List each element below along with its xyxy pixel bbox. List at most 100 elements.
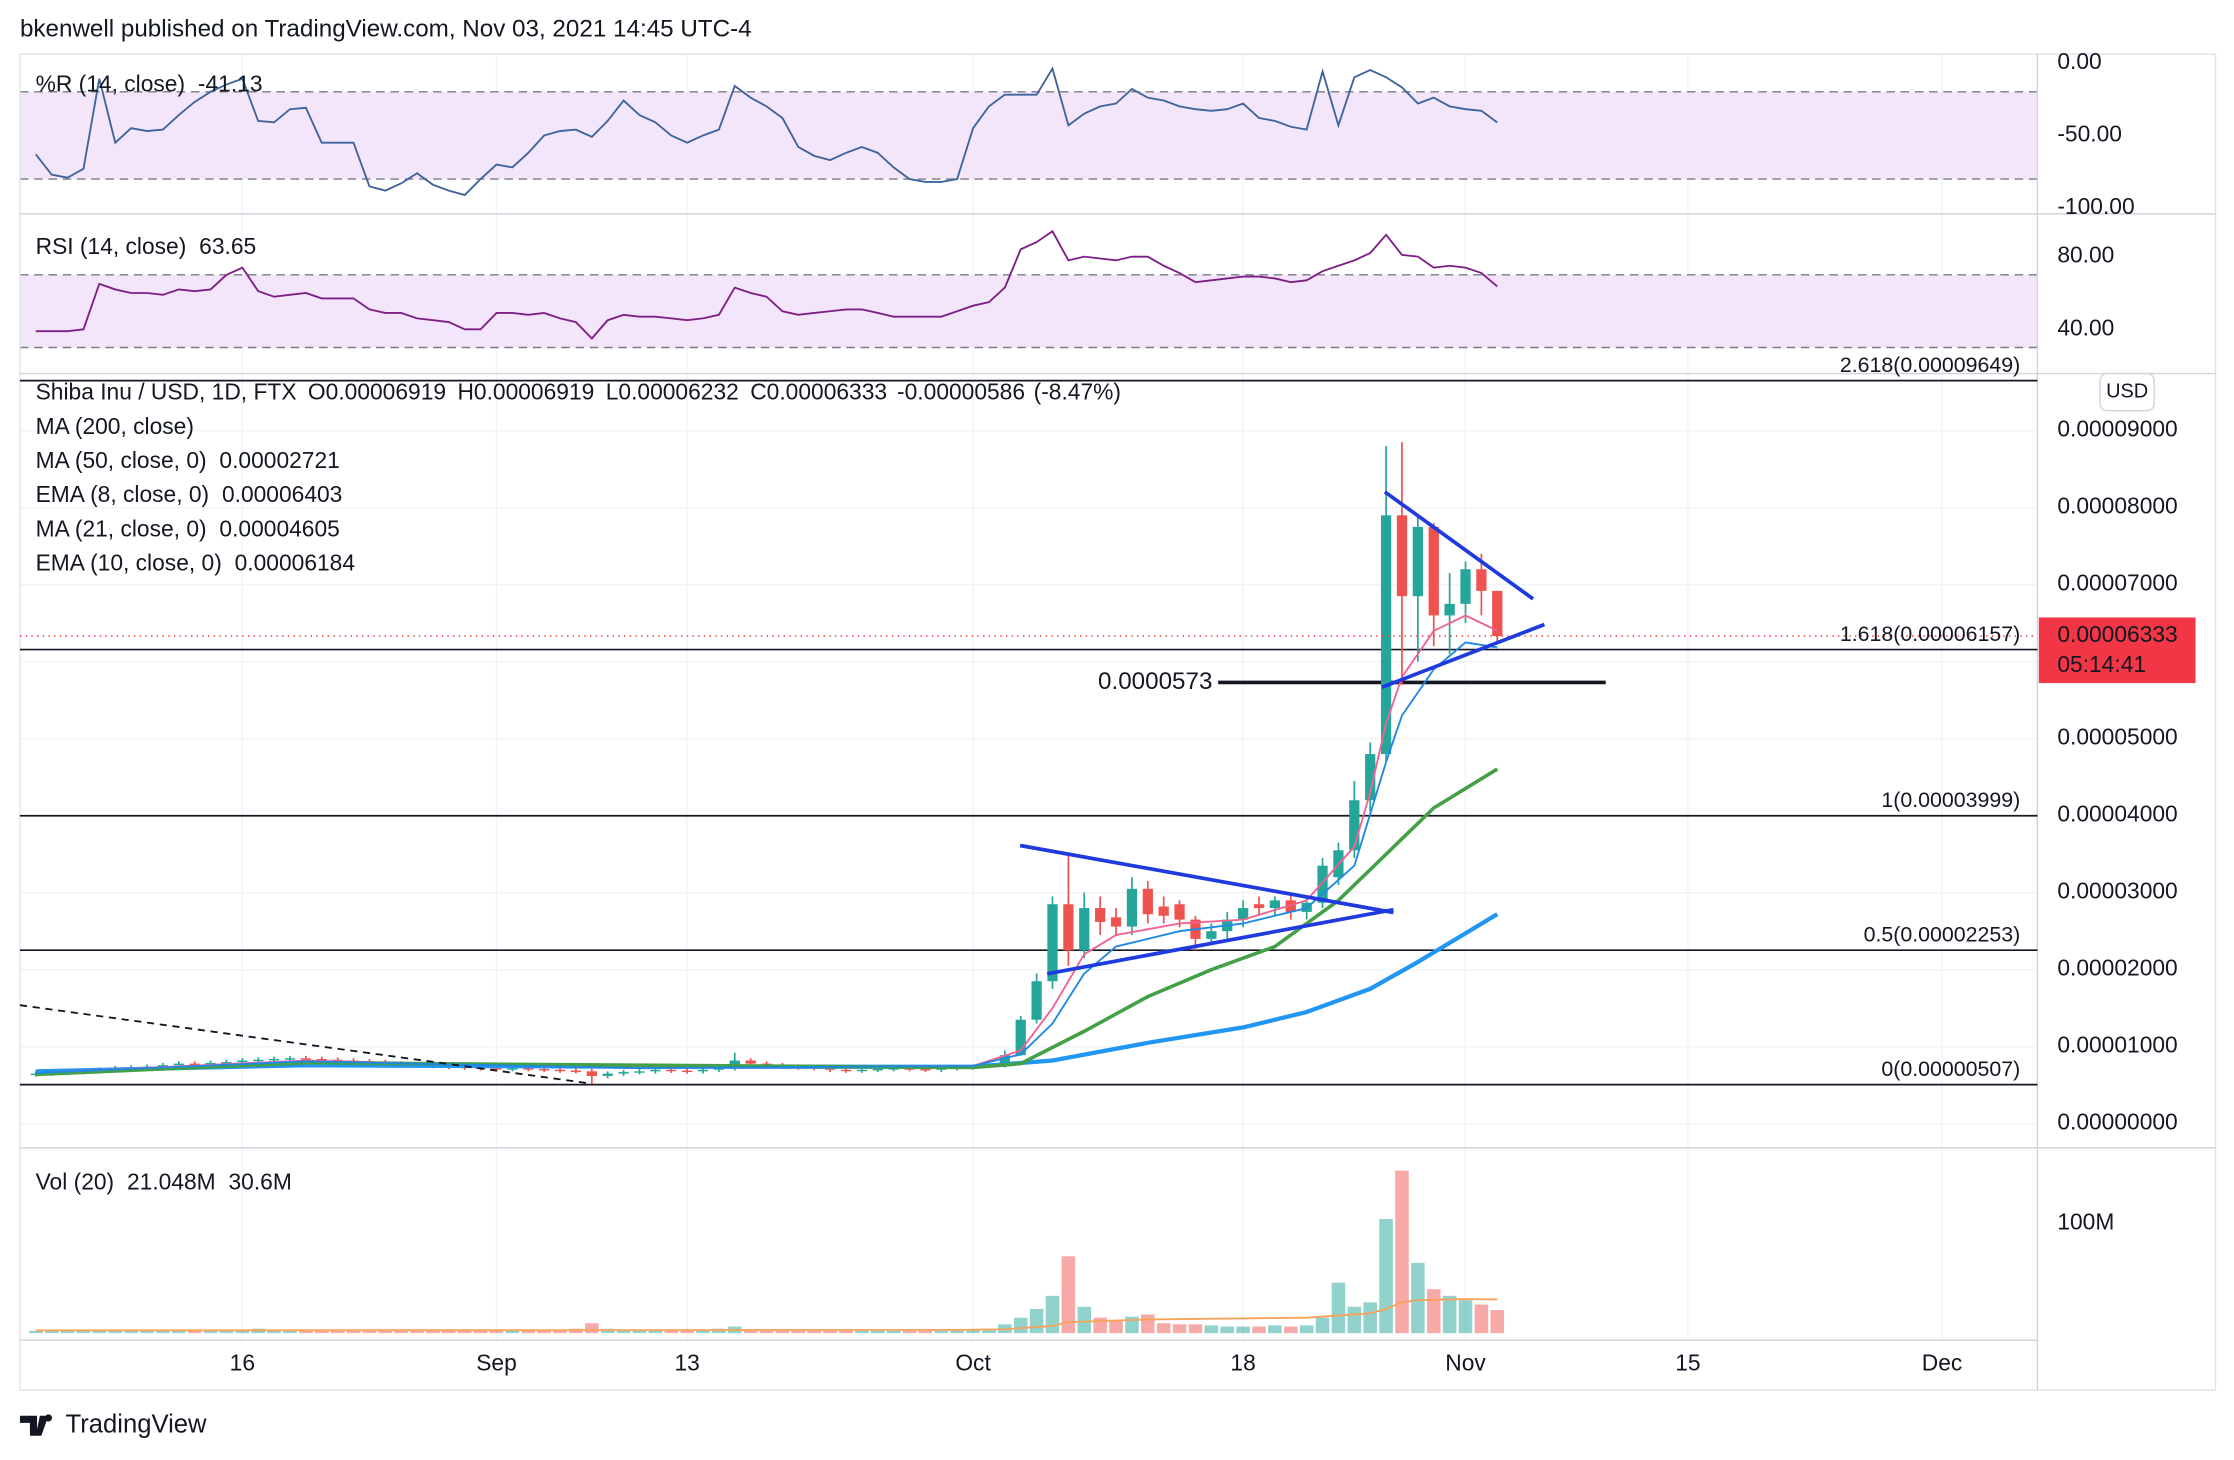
- candle-body: [1253, 904, 1265, 909]
- candle-body: [539, 1069, 550, 1071]
- volume-ma-line: [35, 1298, 1498, 1332]
- volume-bar: [1252, 1326, 1266, 1334]
- volume-bar: [1268, 1325, 1282, 1334]
- fib-level-label: 1.618(0.00006157): [1840, 622, 2020, 646]
- currency-button[interactable]: [2099, 372, 2155, 412]
- candle-body: [189, 1063, 200, 1066]
- volume-bar: [330, 1330, 345, 1334]
- volume-bar: [759, 1329, 774, 1334]
- candle-body: [1412, 526, 1423, 597]
- x-tick-label: 13: [674, 1349, 699, 1375]
- fib-level-label: 0.5(0.00002253): [1864, 923, 2021, 947]
- countdown-label: 05:14:41: [2057, 651, 2146, 677]
- volume-bar: [1172, 1324, 1187, 1334]
- volume-bar: [1220, 1326, 1235, 1334]
- candle-body: [1015, 1019, 1026, 1056]
- volume-bar: [124, 1330, 138, 1334]
- ma-legend-value: 0.00004605: [219, 515, 339, 541]
- volume-bar: [187, 1330, 202, 1334]
- ma-legend-value: 0.00006403: [222, 481, 342, 507]
- candle-body: [650, 1069, 661, 1072]
- y-tick-label: 0.00008000: [2057, 493, 2177, 519]
- currency-label: USD: [2106, 380, 2148, 402]
- candle-body: [554, 1069, 566, 1072]
- volume-bar: [283, 1329, 297, 1334]
- candle-body: [1460, 569, 1471, 604]
- indicator-name: RSI (14, close): [36, 233, 187, 259]
- volume-bar: [648, 1330, 663, 1334]
- candle-body: [221, 1062, 232, 1064]
- y-tick-label: 0.00002000: [2057, 955, 2177, 981]
- ma-legend-name: MA (21, close, 0): [36, 515, 207, 541]
- volume-bar: [918, 1330, 933, 1334]
- indicator-value: -41.13: [198, 71, 263, 97]
- indicator-value: 63.65: [199, 233, 256, 259]
- x-tick-label: 18: [1230, 1349, 1255, 1375]
- band-layer: [19, 91, 2038, 349]
- y-tick-label: 0.00007000: [2057, 570, 2177, 596]
- candle-body: [284, 1058, 296, 1060]
- last-price-label: 0.00006333: [2057, 621, 2177, 647]
- candle-body: [173, 1063, 184, 1066]
- frame: [19, 53, 2217, 1391]
- logo-text: TradingView: [66, 1411, 208, 1439]
- candle-body: [237, 1060, 248, 1063]
- drawings: [19, 490, 1546, 1085]
- volume-bar: [553, 1329, 567, 1334]
- candle-body: [1269, 900, 1281, 909]
- volume-bar: [521, 1330, 536, 1334]
- candle-body: [205, 1062, 216, 1065]
- volume-bar: [775, 1330, 790, 1334]
- candle-body: [1380, 515, 1392, 755]
- fib-level-label: 2.618(0.00009649): [1840, 353, 2020, 377]
- volume-bar: [696, 1329, 710, 1334]
- volume-bar: [60, 1330, 75, 1334]
- trend-line: [1383, 490, 1535, 601]
- volume-bar: [1426, 1289, 1441, 1334]
- candle-body: [1158, 906, 1169, 916]
- candle-body: [1206, 931, 1217, 939]
- volume-bar: [394, 1330, 408, 1334]
- indicator-line: [35, 66, 1498, 197]
- candle-body: [491, 1068, 502, 1070]
- last-price-tag: [2038, 617, 2196, 684]
- ma-legend-name: MA (200, close): [36, 413, 194, 439]
- volume-bar: [886, 1330, 901, 1334]
- x-tick-label: 15: [1675, 1349, 1700, 1375]
- candle-body: [602, 1073, 613, 1076]
- volume-bar: [140, 1330, 154, 1334]
- candle-body: [1079, 908, 1090, 951]
- ohlc-value: 0.00006333: [767, 379, 887, 405]
- candle-body: [1444, 603, 1455, 616]
- volume-bar: [346, 1329, 361, 1334]
- volume-bar: [1395, 1170, 1409, 1334]
- volume-bar: [219, 1329, 234, 1334]
- trend-line: [19, 1004, 592, 1085]
- candle-body: [1142, 888, 1153, 915]
- y-tick-label: 0.00003000: [2057, 878, 2177, 904]
- fib-level-label: 0(0.00000507): [1881, 1057, 2020, 1081]
- volume-bar: [1013, 1317, 1028, 1334]
- ma-legend-value: 0.00002721: [219, 447, 339, 473]
- volume-bar: [489, 1330, 504, 1334]
- volume-bar: [1299, 1325, 1314, 1334]
- candle-body: [856, 1069, 867, 1072]
- volume-value: 21.048M: [127, 1168, 216, 1194]
- symbol-title: Shiba Inu / USD, 1D, FTX: [36, 379, 297, 405]
- volume-bar: [378, 1330, 393, 1334]
- candle-body: [1492, 590, 1503, 637]
- volume-bar: [1061, 1256, 1076, 1334]
- candle-body: [1476, 569, 1487, 591]
- volume-bar: [315, 1330, 329, 1334]
- candle-body: [634, 1071, 645, 1073]
- ohlc-value: 0.00006919: [326, 379, 446, 405]
- ohlc-value: 0.00006232: [618, 379, 738, 405]
- change-percent: (-8.47%): [1034, 379, 1121, 405]
- indicator-tick-label: -100.00: [2057, 193, 2134, 219]
- candle-body: [713, 1068, 725, 1070]
- candle-body: [904, 1068, 915, 1070]
- candle-body: [872, 1069, 883, 1071]
- volume-bar: [172, 1329, 186, 1334]
- candle-body: [618, 1072, 629, 1074]
